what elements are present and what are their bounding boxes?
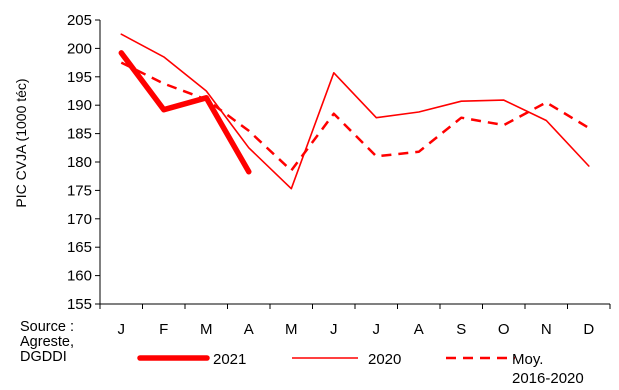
y-tick-label: 160 [67, 268, 92, 285]
y-axis-label: PIC CVJA (1000 téc) [13, 78, 29, 207]
series-lines [118, 33, 590, 190]
y-tick-label: 190 [67, 97, 92, 114]
source-label: Source : [20, 319, 74, 335]
y-tick-label: 155 [67, 296, 92, 313]
source-note: Source : Agreste, DGDDI [20, 320, 74, 365]
x-tick-label: A [414, 321, 424, 338]
y-tick-label: 170 [67, 211, 92, 228]
legend-label: 2021 [213, 351, 246, 368]
x-tick-label: M [200, 321, 213, 338]
y-tick-label: 165 [67, 239, 92, 256]
legend-label: 2020 [368, 351, 401, 368]
y-tick-label: 175 [67, 182, 92, 199]
x-tick-label: J [118, 321, 126, 338]
x-tick-label: M [285, 321, 298, 338]
x-tick-label: S [456, 321, 466, 338]
x-tick-label: A [244, 321, 254, 338]
series-line-moy- [120, 61, 590, 172]
x-tick-label: N [541, 321, 552, 338]
legend-label: Moy. 2016-2020 [512, 351, 584, 387]
y-tick-labels: 155 160 165 170 175 180 185 190 195 200 205 [67, 12, 100, 313]
y-tick-label: 185 [67, 126, 92, 143]
x-tick-label: J [373, 321, 381, 338]
x-tick-label: O [498, 321, 510, 338]
source-line-2: DGDDI [20, 349, 67, 365]
y-tick-label: 205 [67, 12, 92, 29]
series-line-2021 [118, 50, 252, 175]
series-line-2020 [120, 33, 590, 190]
source-line-1: Agreste, [20, 334, 74, 350]
axes [99, 20, 610, 305]
y-tick-label: 195 [67, 69, 92, 86]
x-tick-label: F [159, 321, 168, 338]
y-tick-label: 200 [67, 40, 92, 57]
x-tick-label: D [583, 321, 594, 338]
x-tick-label: J [330, 321, 338, 338]
legend: 2021 2020 Moy. 2016-2020 [137, 351, 584, 387]
y-tick-label: 180 [67, 154, 92, 171]
